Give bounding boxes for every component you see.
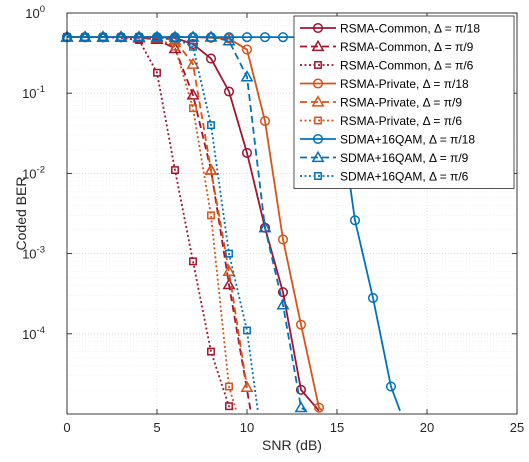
legend-label: RSMA-Private, Δ = π/9 bbox=[340, 96, 462, 110]
data-point bbox=[222, 277, 236, 290]
data-point bbox=[153, 68, 161, 77]
axes-group: 0 5 10 15 20 25 10-4 10-3 10-2 10-1 100 bbox=[22, 4, 524, 435]
legend-marker bbox=[314, 116, 322, 125]
x-tick-label: 20 bbox=[420, 420, 434, 435]
legend-item-6: RSMA-Private, Δ = π/6 bbox=[300, 114, 462, 128]
y-tick-label: 10-3 bbox=[22, 245, 45, 262]
series-line bbox=[67, 36, 235, 412]
data-point bbox=[186, 88, 200, 100]
data-point bbox=[223, 86, 235, 97]
legend-marker bbox=[312, 78, 324, 89]
data-point bbox=[295, 319, 307, 330]
data-point bbox=[204, 30, 218, 42]
y-axis-label: Coded BER bbox=[13, 177, 29, 251]
data-point bbox=[205, 53, 217, 64]
y-tick-label: 10-1 bbox=[22, 84, 45, 101]
legend-label: SDMA+16QAM, Δ = π/6 bbox=[340, 170, 469, 184]
data-point bbox=[243, 326, 251, 335]
legend-item-3: RSMA-Common, Δ = π/6 bbox=[300, 59, 474, 73]
data-point bbox=[225, 402, 233, 411]
legend-item-5: RSMA-Private, Δ = π/9 bbox=[300, 95, 462, 110]
legend-item-9: SDMA+16QAM, Δ = π/6 bbox=[300, 170, 469, 184]
data-point bbox=[385, 381, 397, 392]
data-point bbox=[189, 257, 197, 266]
data-point bbox=[117, 33, 125, 42]
legend-item-4: RSMA-Private, Δ = π/18 bbox=[300, 77, 469, 91]
legend-label: RSMA-Private, Δ = π/6 bbox=[340, 114, 462, 128]
data-point bbox=[171, 34, 179, 43]
legend-marker bbox=[311, 150, 325, 163]
y-tick-label: 10-2 bbox=[22, 164, 45, 181]
legend-marker bbox=[312, 133, 324, 145]
legend-label: SDMA+16QAM, Δ = π/9 bbox=[340, 151, 469, 165]
data-point bbox=[241, 147, 253, 158]
data-point bbox=[223, 32, 235, 43]
x-tick-label: 25 bbox=[510, 420, 524, 435]
x-tick-label: 5 bbox=[153, 420, 160, 435]
legend-item-2: RSMA-Common, Δ = π/9 bbox=[300, 39, 474, 54]
data-point bbox=[259, 32, 271, 43]
data-point bbox=[99, 33, 107, 42]
data-point bbox=[277, 234, 289, 245]
x-tick-label: 10 bbox=[240, 420, 254, 435]
data-point bbox=[225, 382, 233, 391]
data-point bbox=[225, 249, 233, 258]
data-point bbox=[222, 264, 236, 277]
legend-label: RSMA-Common, Δ = π/6 bbox=[340, 59, 474, 73]
y-tick-label: 100 bbox=[25, 4, 45, 21]
data-point bbox=[240, 70, 254, 82]
legend-box bbox=[293, 15, 515, 189]
data-point bbox=[171, 42, 179, 51]
data-point bbox=[241, 32, 253, 43]
data-point bbox=[204, 163, 218, 175]
data-point bbox=[207, 121, 215, 130]
data-point bbox=[240, 380, 254, 392]
data-point bbox=[313, 402, 325, 413]
data-point bbox=[367, 292, 379, 303]
data-point bbox=[277, 287, 289, 298]
data-point bbox=[171, 166, 179, 175]
legend-label: SDMA+16QAM, Δ = π/18 bbox=[340, 133, 475, 147]
data-point bbox=[81, 33, 89, 42]
legend-marker bbox=[312, 22, 324, 34]
data-point bbox=[277, 32, 289, 43]
data-point bbox=[295, 384, 307, 395]
data-point bbox=[222, 34, 236, 46]
data-point bbox=[189, 42, 197, 51]
data-point bbox=[186, 57, 200, 69]
legend-label: RSMA-Private, Δ = π/18 bbox=[340, 77, 469, 91]
legend-marker bbox=[314, 172, 322, 180]
legend-item-7: SDMA+16QAM, Δ = π/18 bbox=[300, 133, 475, 147]
legend-marker bbox=[311, 39, 325, 52]
legend-label: RSMA-Common, Δ = π/18 bbox=[340, 22, 480, 36]
data-point bbox=[294, 400, 308, 413]
data-point bbox=[153, 33, 161, 42]
legend: RSMA-Common, Δ = π/18 RSMA-Common, Δ = π/… bbox=[293, 15, 515, 189]
legend-marker bbox=[314, 61, 322, 69]
legend-item-8: SDMA+16QAM, Δ = π/9 bbox=[300, 150, 469, 165]
axes-frame bbox=[66, 12, 518, 415]
data-point bbox=[135, 33, 143, 42]
x-tick-label: 0 bbox=[63, 420, 70, 435]
y-tick-label: 10-4 bbox=[22, 325, 45, 342]
data-point bbox=[207, 211, 215, 220]
legend-marker bbox=[311, 95, 325, 107]
legend-item-1: RSMA-Common, Δ = π/18 bbox=[300, 22, 480, 36]
legend-label: RSMA-Common, Δ = π/9 bbox=[340, 40, 474, 54]
data-point bbox=[189, 104, 197, 113]
data-point bbox=[349, 215, 361, 226]
data-point bbox=[241, 44, 253, 55]
series-line bbox=[67, 36, 307, 412]
series-line bbox=[67, 36, 252, 411]
data-point bbox=[207, 347, 215, 356]
data-point bbox=[186, 30, 200, 42]
data-point bbox=[259, 115, 271, 127]
x-axis-label: SNR (dB) bbox=[262, 437, 322, 453]
data-point bbox=[258, 221, 272, 233]
x-tick-label: 15 bbox=[330, 420, 344, 435]
data-point bbox=[276, 298, 290, 310]
